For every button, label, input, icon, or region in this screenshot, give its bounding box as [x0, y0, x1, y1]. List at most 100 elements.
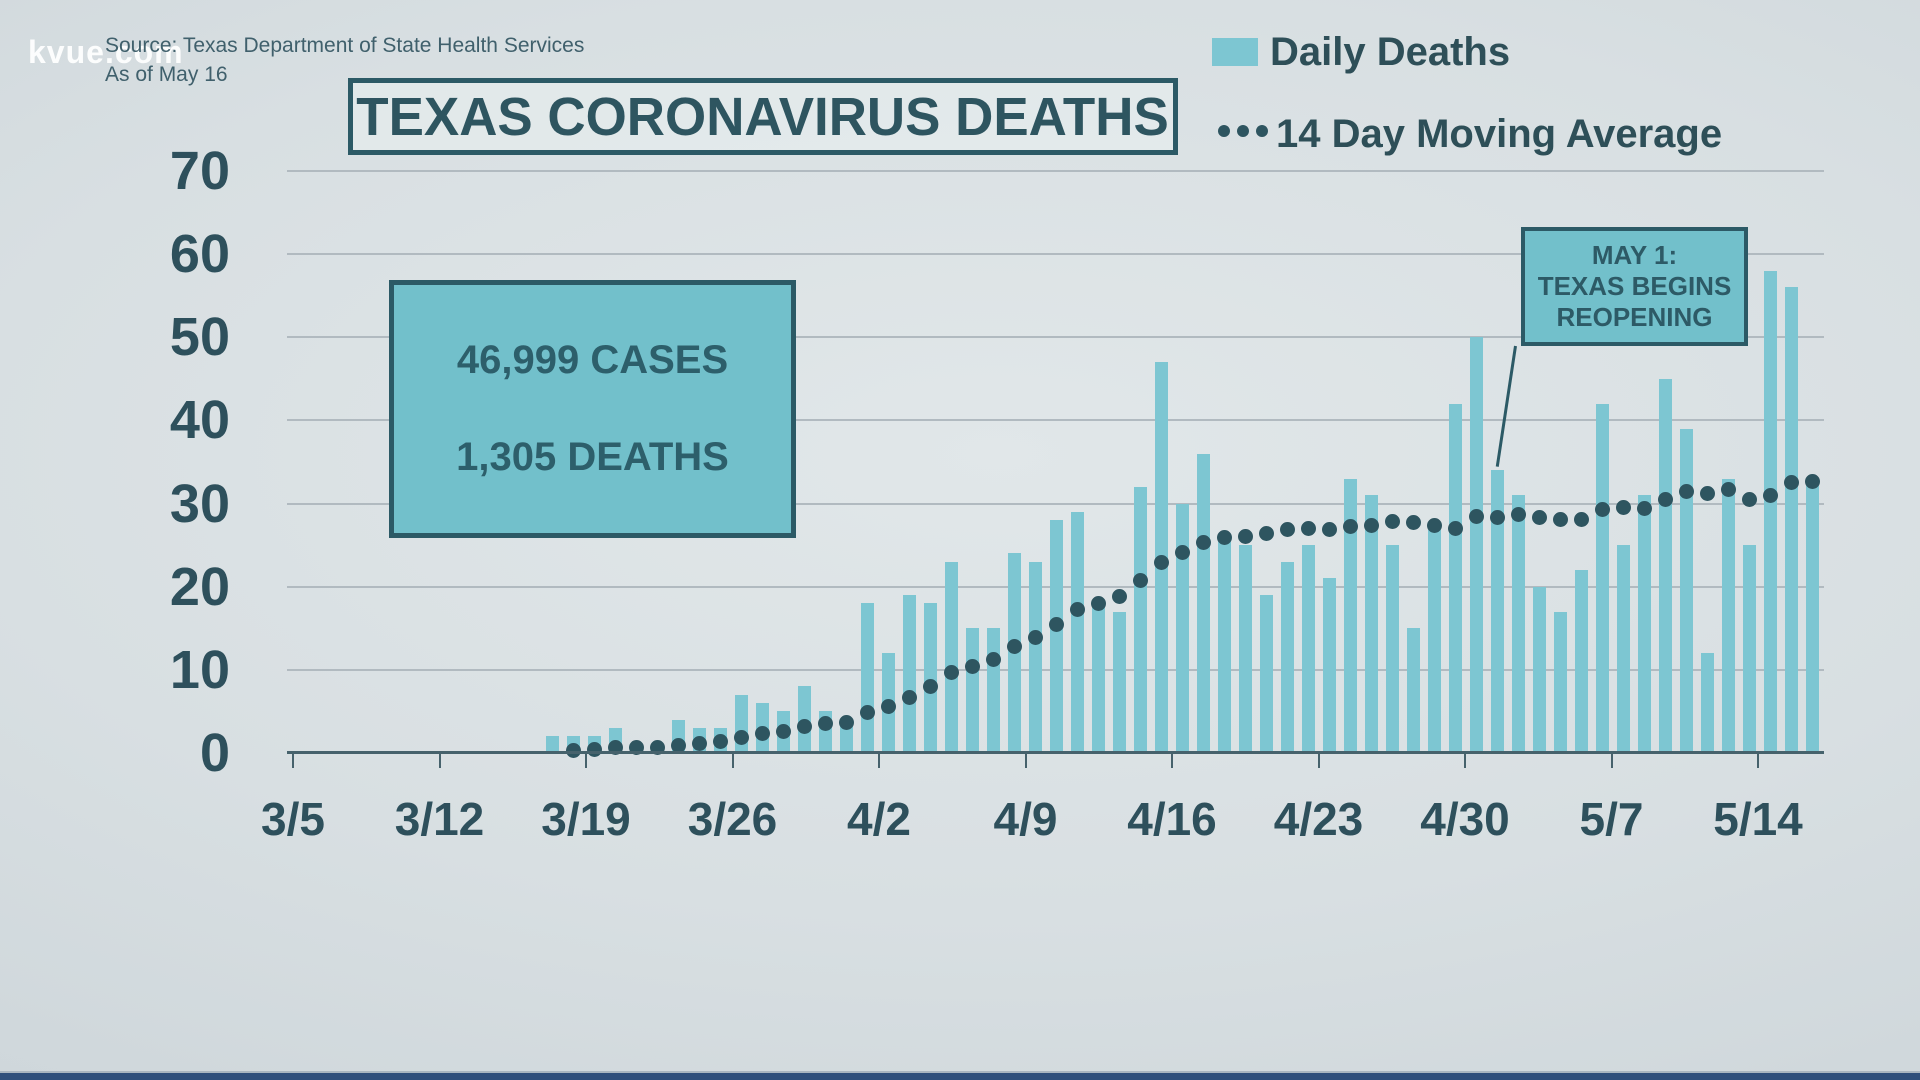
moving-average-dot [1447, 521, 1463, 536]
moving-average-dot [964, 658, 980, 674]
chart-title-box: TEXAS CORONAVIRUS DEATHS [348, 78, 1178, 155]
moving-average-dot [1615, 499, 1631, 515]
moving-average-dot [880, 699, 896, 715]
daily-deaths-bar [1112, 611, 1126, 753]
daily-deaths-bar [1742, 545, 1756, 753]
y-axis-label: 30 [169, 473, 230, 534]
moving-average-dot [1279, 521, 1295, 537]
x-axis-label: 4/9 [993, 793, 1058, 845]
daily-deaths-bar [1532, 586, 1546, 753]
y-axis-label: 70 [169, 141, 230, 201]
moving-average-dot [922, 678, 938, 694]
moving-average-dot [796, 718, 812, 734]
moving-average-dot [1027, 629, 1043, 645]
moving-average-dot [1552, 511, 1568, 527]
daily-deaths-bar [1616, 545, 1630, 753]
moving-average-legend-label: 14 Day Moving Average [1276, 112, 1723, 156]
daily-deaths-bar [1490, 470, 1504, 753]
station-watermark: kvue.com [28, 34, 184, 70]
moving-average-dot [817, 715, 833, 731]
moving-average-dot [1069, 602, 1085, 618]
x-axis-label: 3/19 [541, 793, 631, 845]
moving-average-dot [1300, 521, 1316, 536]
gridline [287, 170, 1824, 172]
moving-average-dot [1741, 492, 1757, 508]
moving-average-dot [1342, 519, 1358, 535]
daily-deaths-bar [1784, 287, 1798, 753]
x-axis-tick [1464, 753, 1466, 768]
moving-average-dot [1384, 513, 1400, 529]
x-axis-label: 5/14 [1713, 793, 1803, 845]
as-of-text: As of May 16 [105, 63, 228, 86]
moving-average-legend-dots-icon [1218, 125, 1274, 139]
daily-deaths-bar [1217, 536, 1231, 753]
daily-deaths-bar [986, 628, 1000, 753]
moving-average-dot [691, 736, 707, 752]
moving-average-dot [1594, 501, 1610, 517]
moving-average-dot [1636, 500, 1652, 516]
may1-callout-box: MAY 1: TEXAS BEGINS REOPENING [1521, 227, 1748, 346]
moving-average-dot [1195, 534, 1211, 550]
daily-deaths-bar [1805, 478, 1819, 753]
daily-deaths-bar [1553, 611, 1567, 753]
daily-deaths-bar [902, 595, 916, 753]
daily-deaths-bar [1091, 603, 1105, 753]
daily-deaths-bar [1406, 628, 1420, 753]
daily-deaths-bar [1049, 520, 1063, 753]
y-axis-label: 40 [169, 390, 230, 451]
moving-average-dot [586, 741, 602, 757]
moving-average-dot [754, 726, 770, 742]
moving-average-dot [1531, 510, 1547, 526]
x-axis-line [287, 751, 1824, 754]
source-text: Source: Texas Department of State Health… [105, 34, 585, 57]
moving-average-dot [1321, 522, 1337, 538]
daily-deaths-bar [1364, 495, 1378, 753]
daily-deaths-bar [1637, 495, 1651, 753]
x-axis-tick [1757, 753, 1759, 768]
bottom-bar [0, 1073, 1920, 1080]
moving-average-dot [565, 743, 581, 759]
daily-deaths-bar [1469, 337, 1483, 753]
moving-average-dot [1363, 518, 1379, 534]
daily-deaths-bar [1511, 495, 1525, 753]
x-axis-tick [1171, 753, 1173, 768]
moving-average-dot [712, 734, 728, 750]
daily-deaths-bar [923, 603, 937, 753]
gridline [287, 253, 1824, 256]
daily-deaths-bar [1343, 478, 1357, 753]
chart-title: TEXAS CORONAVIRUS DEATHS [356, 86, 1170, 147]
daily-deaths-bar [1259, 595, 1273, 753]
y-axis-label: 50 [169, 307, 230, 368]
x-axis-label: 3/5 [261, 793, 325, 845]
daily-deaths-bar [1385, 545, 1399, 753]
daily-deaths-bar [1721, 478, 1735, 753]
moving-average-dot [1804, 473, 1820, 489]
moving-average-dot [838, 714, 854, 730]
moving-average-dot [859, 705, 875, 721]
moving-average-dot [1237, 528, 1253, 544]
x-axis-label: 4/16 [1127, 793, 1217, 845]
y-axis-label: 10 [169, 639, 230, 700]
moving-average-dot [901, 689, 917, 705]
x-axis-tick [1610, 753, 1613, 768]
moving-average-dot [1720, 482, 1736, 498]
callout-line2: TEXAS BEGINS [1537, 271, 1732, 301]
x-axis-tick [585, 753, 587, 768]
x-axis-tick [1024, 753, 1027, 768]
moving-average-dot [1048, 616, 1064, 632]
moving-average-dot [1783, 474, 1799, 490]
x-axis-label: 3/12 [394, 793, 485, 845]
gridline [287, 502, 1824, 505]
daily-deaths-bar [1763, 270, 1777, 753]
callout-line3: REOPENING [1556, 302, 1713, 332]
moving-average-dot [1216, 529, 1232, 545]
daily-deaths-bar [1070, 511, 1084, 753]
moving-average-dot [1153, 555, 1169, 571]
moving-average-dot [1762, 487, 1778, 503]
daily-deaths-bar [860, 603, 874, 753]
moving-average-dot [1006, 639, 1022, 655]
x-axis-tick [1317, 753, 1320, 768]
daily-deaths-bar [1133, 486, 1147, 753]
cases-count: 46,999 CASES [456, 337, 729, 382]
